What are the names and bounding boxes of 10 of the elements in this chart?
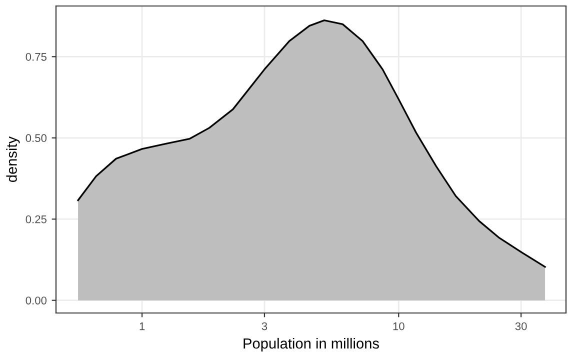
y-tick-label: 0.00: [26, 296, 47, 304]
x-tick-label: 10: [393, 322, 404, 330]
y-axis-title: density: [6, 136, 20, 182]
x-tick-label: 3: [262, 322, 268, 330]
y-tick-label: 0.50: [26, 134, 47, 142]
y-tick-label: 0.25: [26, 215, 47, 224]
x-tick-label: 1: [140, 322, 145, 330]
x-axis-title: Population in millions: [244, 338, 379, 352]
x-tick-label: 30: [515, 322, 527, 330]
y-tick-label: 0.75: [26, 52, 47, 61]
